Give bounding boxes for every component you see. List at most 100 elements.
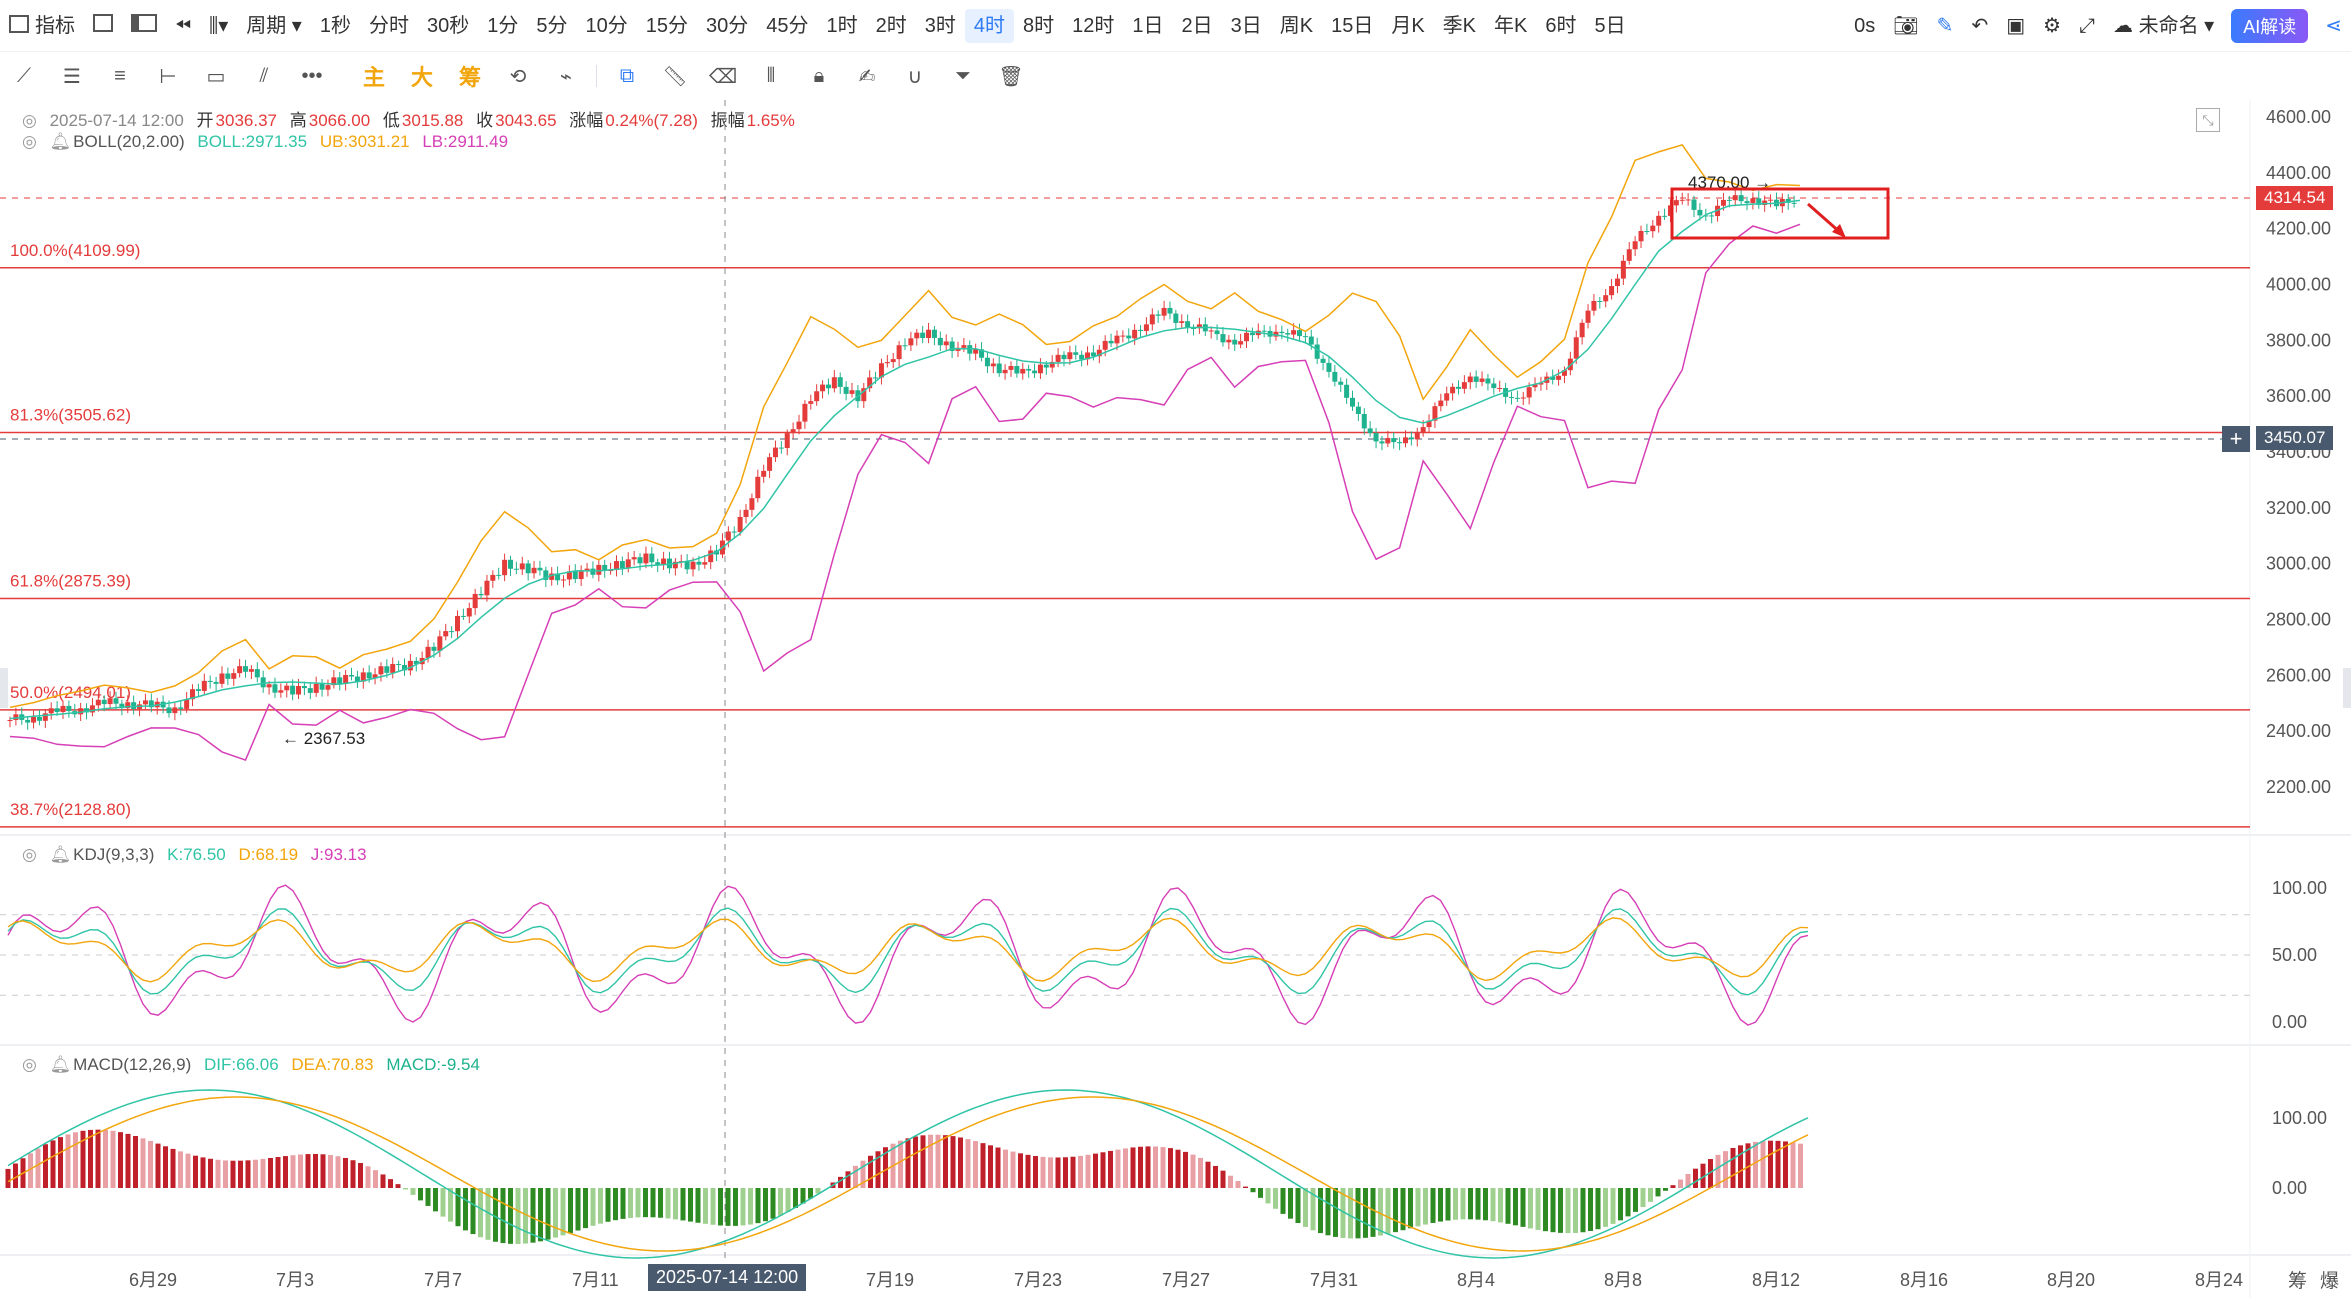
candle-body	[749, 498, 755, 510]
fib-tool-icon[interactable]: ⫽	[259, 64, 269, 87]
candle-body	[767, 457, 773, 471]
period-4[interactable]: 5分	[536, 14, 568, 37]
close-label: 收	[476, 111, 494, 130]
boll-ub: UB:3031.21	[319, 132, 410, 151]
expand-icon[interactable]: ⤡	[2196, 108, 2220, 132]
period-19[interactable]: 15日	[1331, 14, 1374, 37]
macd-bar	[1610, 1188, 1616, 1224]
period-8[interactable]: 45分	[766, 14, 809, 37]
candle-body	[449, 631, 455, 633]
candle-body	[148, 700, 154, 708]
period-12[interactable]: 4时	[964, 8, 1014, 43]
period-5[interactable]: 10分	[585, 14, 628, 37]
period-17[interactable]: 3日	[1230, 14, 1262, 37]
horizontal-ray-icon[interactable]: ⊢	[159, 65, 177, 88]
main-chart-button[interactable]: 主	[362, 65, 385, 90]
share-icon[interactable]: ⋖	[2325, 15, 2342, 37]
ai-interpret-button[interactable]: AI解读	[2231, 9, 2309, 43]
candle-body	[831, 377, 837, 389]
chip-button[interactable]: 筹	[458, 65, 481, 90]
left-collapse-handle[interactable]	[0, 668, 8, 708]
magnet-icon[interactable]: ∪	[907, 65, 923, 88]
chart-type-icon[interactable]: ⫼▾	[209, 14, 229, 37]
burst-button[interactable]: 爆	[2320, 1271, 2340, 1292]
eye-icon[interactable]: ◎	[22, 111, 37, 130]
rectangle-icon[interactable]: ▭	[206, 65, 226, 88]
period-18[interactable]: 周K	[1279, 14, 1314, 37]
candle-body	[914, 332, 920, 339]
candle-body	[596, 564, 602, 575]
trash-icon[interactable]: 🗑︎	[998, 65, 1024, 88]
bell-icon[interactable]: 🔔︎	[49, 845, 72, 864]
cloud-save-button[interactable]: ☁ 未命名 ▾	[2113, 15, 2215, 37]
period-3[interactable]: 1分	[487, 14, 519, 37]
copy-icon[interactable]: ⧉	[619, 64, 635, 87]
period-20[interactable]: 月K	[1391, 14, 1425, 37]
replay-icon[interactable]: ↶	[1971, 15, 1989, 37]
candle-body	[1132, 329, 1138, 339]
period-11[interactable]: 3时	[924, 14, 956, 37]
eraser-icon[interactable]: ⌫	[708, 65, 738, 88]
candle-body	[702, 562, 708, 565]
period-9[interactable]: 1时	[826, 14, 858, 37]
lock-icon[interactable]: 🔒︎	[813, 64, 825, 87]
period-24[interactable]: 5日	[1594, 14, 1626, 37]
candle-body	[195, 689, 201, 691]
crosshair-plus-icon[interactable]: +	[2222, 426, 2250, 452]
period-15[interactable]: 1日	[1132, 14, 1164, 37]
period-2[interactable]: 30秒	[426, 14, 470, 37]
eye-icon[interactable]: ◎	[22, 845, 37, 864]
period-7[interactable]: 30分	[705, 14, 749, 37]
macd-bar	[613, 1188, 618, 1221]
period-14[interactable]: 12时	[1072, 14, 1115, 37]
period-1[interactable]: 分时	[368, 14, 409, 37]
pen-icon[interactable]: ✎	[1936, 15, 1954, 37]
macd-bar	[1790, 1142, 1796, 1188]
candle-body	[1261, 330, 1267, 332]
candle-body	[396, 664, 402, 666]
eye-icon[interactable]: ◎	[22, 132, 37, 151]
candles-icon[interactable]: ⫴	[766, 64, 776, 87]
more-tools-icon[interactable]: •••	[301, 64, 323, 87]
macd-bar	[260, 1158, 266, 1188]
right-tools: 0s 📷︎ ✎ ↶ ▣ ⚙ ⤢ ☁ 未命名 ▾ AI解读 ⋖	[1845, 0, 2351, 52]
right-collapse-handle[interactable]	[2343, 668, 2351, 708]
period-13[interactable]: 8时	[1022, 14, 1055, 37]
chip-distribution-button[interactable]: 筹	[2288, 1271, 2308, 1292]
period-0[interactable]: 1秒	[319, 14, 351, 37]
camera-icon[interactable]: 📷︎	[1893, 15, 1919, 37]
eye-icon[interactable]: ◎	[22, 1055, 37, 1074]
settings-icon[interactable]: ⚙	[2043, 15, 2062, 37]
fullscreen-icon[interactable]: ⤢	[2079, 15, 2096, 37]
big-order-button[interactable]: 大	[410, 65, 433, 90]
period-16[interactable]: 2日	[1181, 14, 1213, 37]
candle-body	[301, 686, 307, 689]
brush-icon[interactable]: ⌁	[559, 65, 573, 88]
period-6[interactable]: 15分	[645, 14, 688, 37]
candle-body	[278, 690, 284, 693]
candle-body	[455, 615, 460, 632]
snapshot-icon[interactable]: ▣	[2006, 15, 2026, 37]
period-10[interactable]: 2时	[875, 14, 907, 37]
horizontal-lines-icon[interactable]: ≡	[114, 64, 126, 87]
line-tool-icon[interactable]: ⟋	[17, 64, 31, 87]
layout-grid-icon[interactable]	[122, 9, 166, 43]
bell-icon[interactable]: 🔔︎	[49, 1055, 72, 1074]
period-dropdown[interactable]: 周期 ▾	[246, 14, 302, 37]
note-icon[interactable]: ✍	[858, 65, 876, 88]
filter-icon[interactable]: ⏷	[955, 64, 971, 87]
bell-icon[interactable]: 🔔︎	[49, 132, 72, 151]
ruler-icon[interactable]: 📏︎	[662, 65, 688, 88]
candle-body	[531, 567, 537, 574]
period-23[interactable]: 6时	[1545, 14, 1577, 37]
sync-icon[interactable]: ⟲	[509, 65, 527, 88]
rewind-icon[interactable]: ⏪︎	[175, 14, 191, 37]
macd-dif-line	[7, 1089, 1809, 1259]
period-21[interactable]: 季K	[1442, 14, 1477, 37]
period-22[interactable]: 年K	[1494, 14, 1528, 37]
layout-single-icon[interactable]	[84, 9, 122, 43]
candle-body	[1326, 362, 1332, 372]
parallel-lines-icon[interactable]: ☰	[63, 65, 81, 88]
indicators-button[interactable]: 指标	[0, 9, 84, 43]
